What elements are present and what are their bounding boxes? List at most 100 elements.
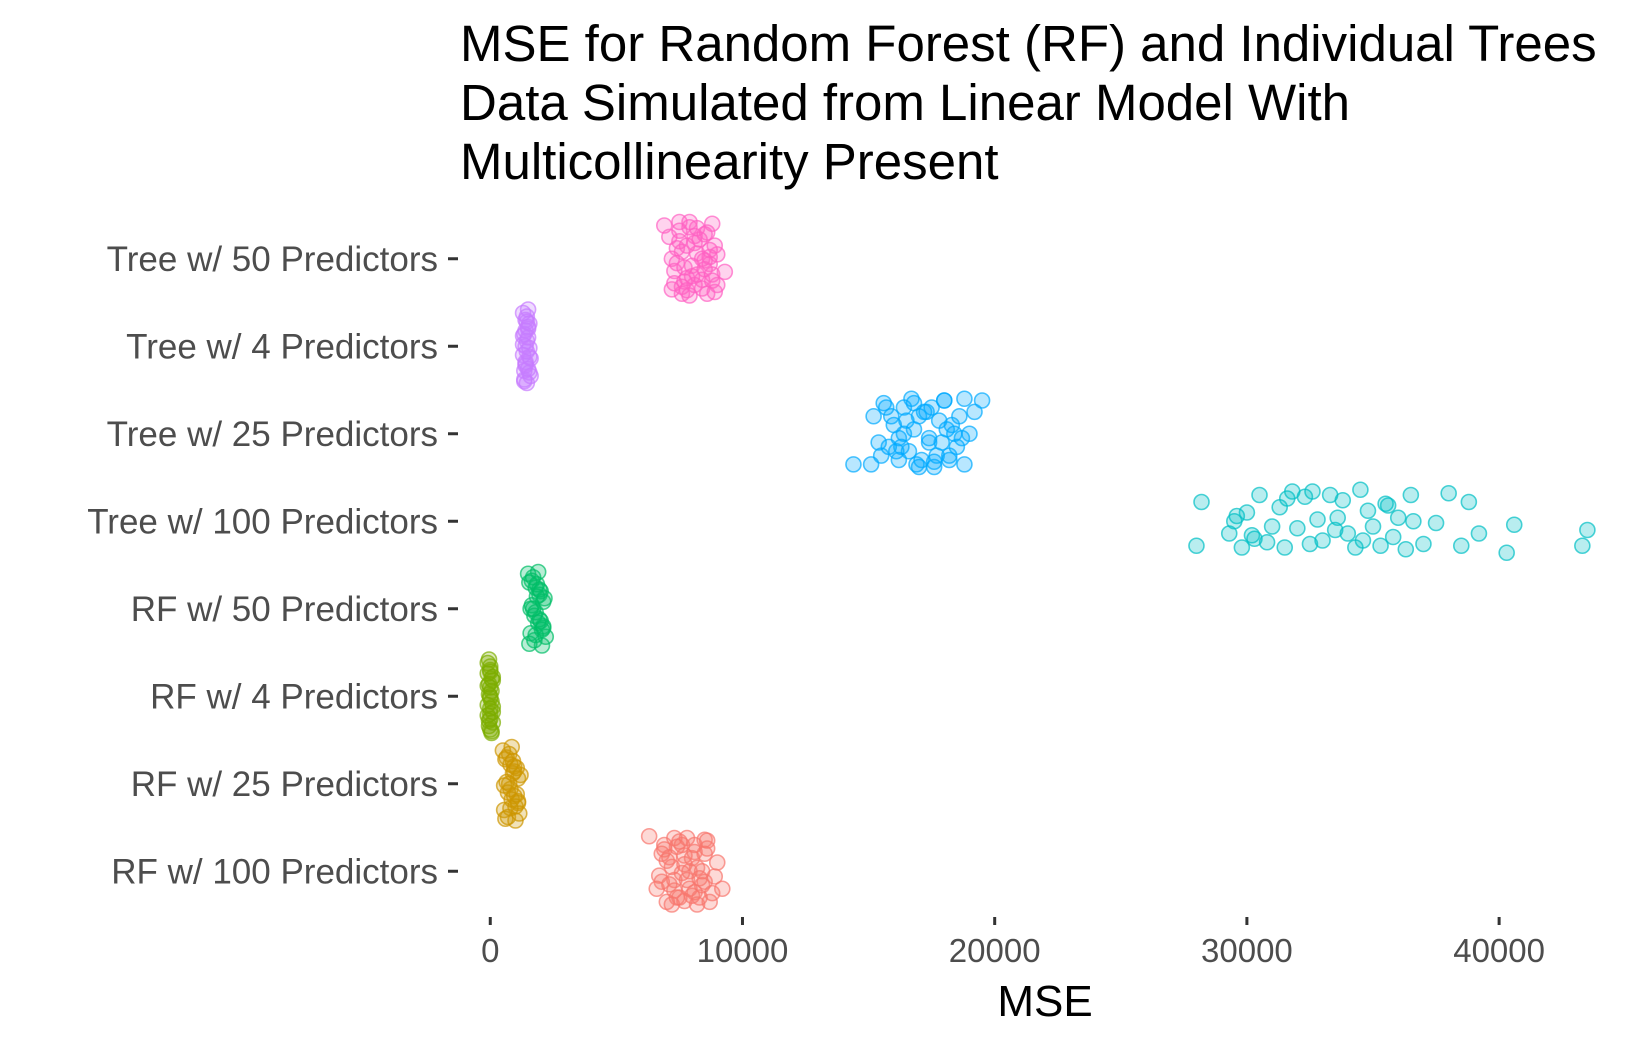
category-label: RF w/ 100 Predictors [111,852,438,891]
data-point [706,868,724,885]
data-point [920,434,938,451]
category-label: RF w/ 4 Predictors [150,677,438,716]
data-point [1354,532,1372,549]
data-point [519,301,537,318]
data-point [666,262,683,280]
data-point [681,218,698,236]
series-points [494,738,529,829]
data-point [1405,512,1422,530]
chart-title-line-3: Multicollinearity Present [460,133,999,190]
data-point [1243,526,1261,544]
data-point [517,355,534,373]
data-point [1364,518,1382,535]
data-point [925,458,943,476]
data-point [1304,483,1321,500]
data-point [681,862,698,880]
data-point [1452,537,1470,555]
data-point [524,600,542,618]
data-point [666,871,683,889]
data-point [693,271,711,289]
data-point [668,239,686,257]
data-point [1460,493,1478,511]
data-point [696,831,713,849]
data-point [671,222,688,240]
series-points [655,213,734,304]
data-point [961,425,978,443]
data-point [671,833,688,850]
chart-title-line-2: Data Simulated from Linear Model With [460,74,1351,131]
data-point [1278,490,1296,507]
x-tick-label: 20000 [949,932,1041,969]
data-point [534,619,552,637]
data-point [1193,493,1210,511]
data-point [480,651,498,668]
data-point [1263,518,1281,535]
data-point [640,827,658,845]
data-point [653,873,671,891]
data-point [1329,509,1346,527]
data-point [1251,486,1268,504]
data-point [1427,514,1445,532]
data-point [483,670,500,688]
data-point [1326,521,1344,539]
series-points [514,301,539,392]
data-point [1238,504,1256,521]
data-point [908,456,925,473]
data-point [505,757,523,775]
data-point [956,390,973,408]
data-point [671,213,688,231]
data-point [1505,516,1523,534]
data-point [678,281,696,299]
data-point [1301,535,1319,553]
data-point [870,434,887,451]
chart-title-line-1: MSE for Random Forest (RF) and Individua… [460,15,1597,72]
data-point [1352,481,1369,499]
data-point [1384,528,1402,546]
series-points [1188,481,1596,562]
data-point [518,374,536,392]
data-point [1258,533,1276,551]
data-point [910,407,928,425]
series-points [479,651,502,742]
data-point [483,724,500,742]
data-point [935,392,953,409]
data-point [655,836,673,854]
data-point [888,442,905,460]
data-point [1334,491,1352,509]
data-point [686,843,703,861]
data-point [938,421,956,438]
data-point [701,893,718,911]
data-point [1359,502,1377,520]
data-point [1339,525,1357,542]
series-points [519,563,555,654]
data-point [882,407,900,425]
data-point [1397,540,1415,558]
data-point [686,883,703,901]
data-point [966,403,983,421]
data-point [703,266,721,283]
data-point [877,399,895,416]
category-label: RF w/ 50 Predictors [131,590,438,629]
data-point [865,407,882,425]
x-axis: 0 10000 20000 30000 40000 [481,917,1545,969]
data-point [1188,537,1205,555]
category-label: Tree w/ 50 Predictors [107,240,438,279]
data-point [872,447,890,464]
series-points [640,827,731,913]
data-point [698,285,716,303]
category-label: RF w/ 25 Predictors [131,765,438,804]
data-point [1498,544,1515,562]
data-point [1379,497,1397,514]
category-label: Tree w/ 25 Predictors [107,415,438,454]
x-axis-title: MSE [997,977,1092,1026]
series-points [845,390,991,476]
chart-title: MSE for Random Forest (RF) and Individua… [460,14,1640,191]
data-point [714,880,731,898]
data-point [973,392,991,409]
data-point [956,456,973,473]
category-label: Tree w/ 4 Predictors [126,327,438,366]
data-point [696,873,713,891]
data-point [1579,521,1596,539]
x-tick-label: 40000 [1453,932,1545,969]
